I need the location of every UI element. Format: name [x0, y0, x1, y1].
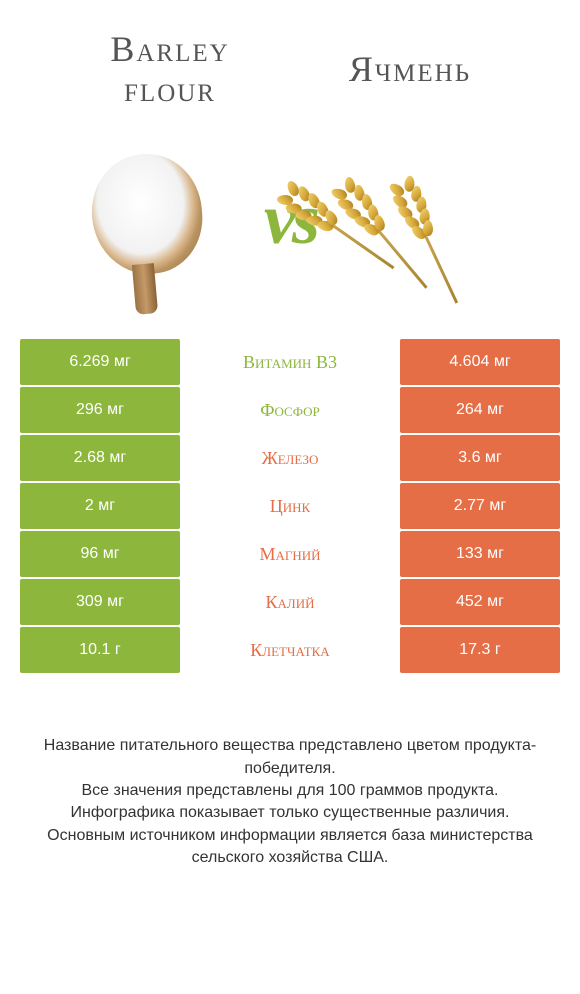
- infographic-root: Barley flour Ячмень vs: [0, 0, 580, 994]
- header: Barley flour Ячмень: [0, 0, 580, 119]
- cell-right-value: 264 мг: [400, 387, 560, 433]
- barley-icon: [348, 144, 528, 294]
- footer-notes: Название питательного вещества представл…: [0, 735, 580, 869]
- cell-right-value: 17.3 г: [400, 627, 560, 673]
- table-row: 309 мгКалий452 мг: [20, 579, 560, 625]
- footer-line2: Все значения представлены для 100 граммо…: [40, 780, 540, 802]
- table-row: 296 мгФосфор264 мг: [20, 387, 560, 433]
- cell-nutrient-name: Витамин B3: [180, 339, 400, 385]
- header-title-right: Ячмень: [290, 30, 530, 90]
- illustration-barley: [326, 129, 550, 309]
- cell-right-value: 2.77 мг: [400, 483, 560, 529]
- cell-right-value: 452 мг: [400, 579, 560, 625]
- cell-left-value: 6.269 мг: [20, 339, 180, 385]
- header-right-text: Ячмень: [349, 49, 471, 89]
- table-row: 2.68 мгЖелезо3.6 мг: [20, 435, 560, 481]
- cell-nutrient-name: Клетчатка: [180, 627, 400, 673]
- cell-left-value: 2.68 мг: [20, 435, 180, 481]
- header-title-left: Barley flour: [50, 30, 290, 109]
- footer-line4: Основным источником информации является …: [40, 825, 540, 870]
- illustrations-row: vs: [0, 119, 580, 339]
- spoon-icon: [72, 134, 212, 304]
- table-row: 96 мгМагний133 мг: [20, 531, 560, 577]
- cell-nutrient-name: Калий: [180, 579, 400, 625]
- table-row: 10.1 гКлетчатка17.3 г: [20, 627, 560, 673]
- header-left-line1: Barley: [110, 29, 229, 69]
- footer-line3: Инфографика показывает только существенн…: [40, 802, 540, 824]
- cell-nutrient-name: Цинк: [180, 483, 400, 529]
- cell-left-value: 296 мг: [20, 387, 180, 433]
- table-row: 6.269 мгВитамин B34.604 мг: [20, 339, 560, 385]
- cell-right-value: 133 мг: [400, 531, 560, 577]
- cell-right-value: 4.604 мг: [400, 339, 560, 385]
- cell-left-value: 10.1 г: [20, 627, 180, 673]
- cell-left-value: 309 мг: [20, 579, 180, 625]
- header-left-line2: flour: [124, 69, 216, 109]
- cell-nutrient-name: Фосфор: [180, 387, 400, 433]
- cell-right-value: 3.6 мг: [400, 435, 560, 481]
- cell-left-value: 96 мг: [20, 531, 180, 577]
- footer-line1: Название питательного вещества представл…: [40, 735, 540, 780]
- comparison-table: 6.269 мгВитамин B34.604 мг296 мгФосфор26…: [0, 339, 580, 675]
- illustration-spoon: [30, 129, 254, 309]
- cell-nutrient-name: Железо: [180, 435, 400, 481]
- cell-left-value: 2 мг: [20, 483, 180, 529]
- table-row: 2 мгЦинк2.77 мг: [20, 483, 560, 529]
- cell-nutrient-name: Магний: [180, 531, 400, 577]
